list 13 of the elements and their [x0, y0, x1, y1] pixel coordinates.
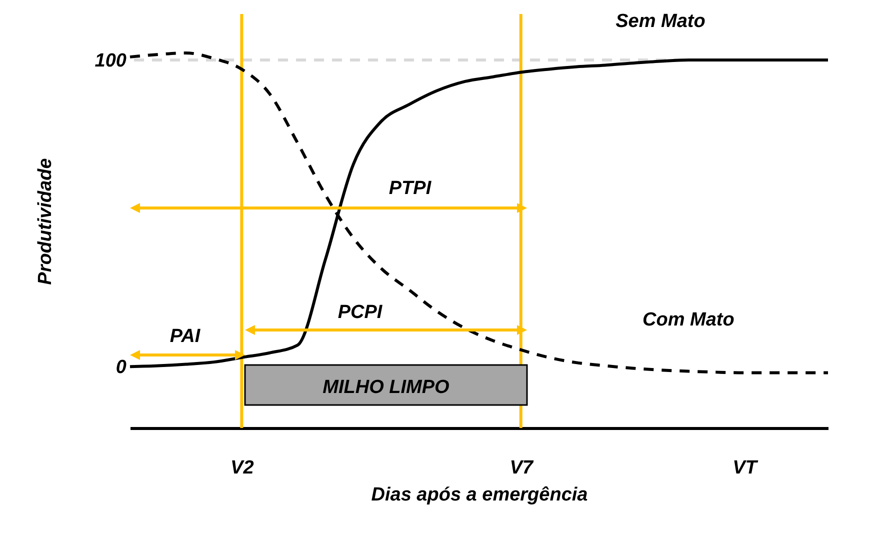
annotation: MILHO LIMPO: [322, 377, 450, 398]
annotation: PCPI: [338, 302, 383, 323]
x-tick-label: V2: [230, 458, 254, 478]
y-axis-title: Produtividade: [34, 158, 56, 285]
x-tick-label: VT: [732, 458, 758, 478]
annotation: PTPI: [388, 178, 432, 199]
annotation: PAI: [170, 326, 201, 347]
text: Com Mato: [642, 309, 734, 330]
y-tick-label: 0: [116, 357, 127, 378]
x-tick-label: V7: [510, 458, 534, 478]
series-label: Sem Mato: [616, 11, 706, 32]
x-axis-title: Dias após a emergência: [371, 484, 588, 506]
y-tick-label: 100: [94, 50, 127, 72]
